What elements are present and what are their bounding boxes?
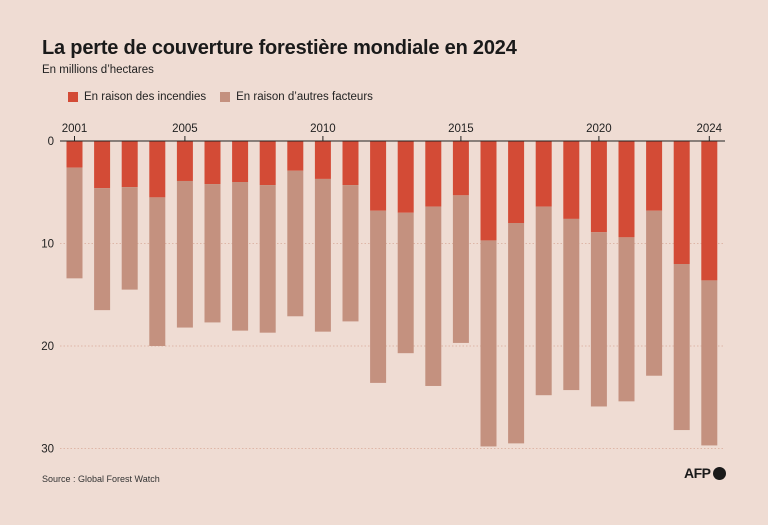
- bar-fire: [370, 141, 387, 211]
- bar-fire: [342, 141, 359, 186]
- legend-item-other: En raison d’autres facteurs: [220, 91, 373, 103]
- bar-fire: [618, 141, 635, 238]
- chart-title: La perte de couverture forestière mondia…: [42, 37, 517, 59]
- bar-fire: [287, 141, 304, 171]
- bar-other: [452, 195, 469, 343]
- bar-other: [397, 212, 414, 354]
- x-tick-label: 2005: [172, 123, 198, 135]
- y-tick-label: 10: [41, 239, 54, 251]
- bar-fire: [314, 141, 331, 179]
- bar-other: [425, 206, 442, 386]
- legend-swatch-fire: [68, 92, 78, 102]
- bar-fire: [397, 141, 414, 213]
- bar-fire: [176, 141, 193, 181]
- bar-fire: [646, 141, 663, 211]
- legend-item-fire: En raison des incendies: [68, 91, 206, 103]
- bar-other: [618, 237, 635, 402]
- bar-other: [563, 218, 580, 391]
- legend-label-fire: En raison des incendies: [84, 91, 207, 103]
- bar-fire: [563, 141, 580, 219]
- bar-other: [232, 182, 249, 331]
- bar-other: [370, 210, 387, 383]
- y-tick-label: 30: [41, 444, 54, 456]
- bar-fire: [204, 141, 221, 185]
- x-tick-label: 2010: [310, 123, 336, 135]
- x-tick-label: 2015: [448, 123, 474, 135]
- bar-fire: [673, 141, 690, 264]
- bar-fire: [701, 141, 718, 281]
- bar-other: [535, 206, 552, 396]
- legend: En raison des incendies En raison d’autr…: [68, 91, 387, 103]
- bar-fire: [121, 141, 138, 188]
- y-tick-label: 0: [48, 136, 54, 148]
- bar-other: [176, 180, 193, 328]
- afp-logo: AFP: [684, 465, 726, 481]
- bar-other: [259, 185, 276, 333]
- bar-fire: [590, 141, 607, 233]
- bar-other: [149, 197, 166, 346]
- bar-other: [94, 188, 111, 311]
- y-tick-label: 20: [41, 341, 54, 353]
- bar-other: [646, 210, 663, 376]
- bar-other: [342, 185, 359, 322]
- chart-subtitle: En millions d’hectares: [42, 64, 154, 76]
- bar-other: [314, 178, 331, 332]
- legend-label-other: En raison d’autres facteurs: [236, 91, 373, 103]
- bar-other: [508, 223, 525, 444]
- bar-fire: [149, 141, 166, 198]
- x-tick-label: 2001: [62, 123, 88, 135]
- afp-logo-text: AFP: [684, 465, 711, 481]
- bar-fire: [94, 141, 111, 189]
- x-tick-label: 2020: [586, 123, 612, 135]
- bar-other: [673, 264, 690, 431]
- bar-fire: [535, 141, 552, 207]
- bar-other: [590, 232, 607, 407]
- bar-fire: [508, 141, 525, 223]
- bar-fire: [66, 141, 83, 168]
- bar-other: [121, 187, 138, 290]
- afp-logo-dot-icon: [712, 466, 726, 480]
- x-tick-label: 2024: [697, 123, 723, 135]
- bar-other: [287, 170, 304, 317]
- bar-other: [701, 280, 718, 446]
- legend-swatch-other: [220, 92, 231, 102]
- bar-other: [480, 240, 497, 447]
- source-note: Source : Global Forest Watch: [42, 474, 160, 484]
- bar-fire: [480, 141, 497, 241]
- bar-fire: [425, 141, 442, 207]
- bar-other: [66, 167, 83, 279]
- bar-fire: [232, 141, 249, 182]
- bar-fire: [259, 141, 276, 186]
- bar-fire: [452, 141, 469, 196]
- bar-other: [204, 184, 221, 323]
